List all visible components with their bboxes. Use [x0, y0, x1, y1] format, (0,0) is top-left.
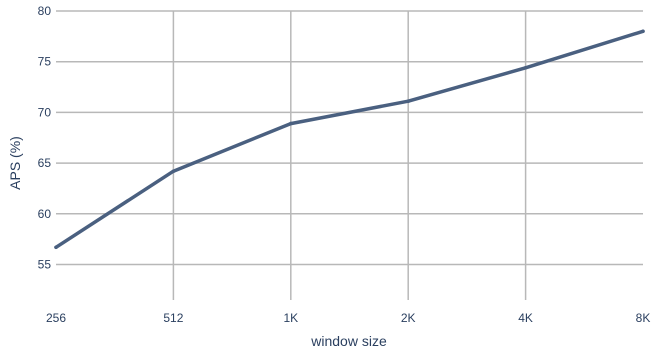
x-tick-labels: 256 512 1K 2K 4K 8K — [46, 311, 650, 325]
x-tick-label: 512 — [163, 311, 183, 325]
y-tick-labels: 55 60 65 70 75 80 — [38, 4, 52, 272]
x-gridlines — [172, 11, 527, 300]
y-tick-label: 65 — [38, 156, 52, 170]
data-point — [289, 121, 293, 126]
data-point — [523, 66, 528, 70]
x-tick-label: 1K — [283, 311, 298, 325]
x-tick-label: 256 — [46, 311, 66, 325]
x-axis-title: window size — [310, 333, 387, 347]
y-gridlines — [56, 10, 643, 266]
data-point — [171, 169, 176, 173]
series-line — [54, 29, 645, 250]
series-group — [54, 29, 645, 250]
y-tick-label: 80 — [38, 4, 52, 18]
x-tick-label: 4K — [518, 311, 533, 325]
y-axis-title: APS (%) — [7, 136, 23, 190]
data-point — [54, 245, 58, 250]
x-tick-label: 2K — [401, 311, 416, 325]
y-tick-label: 55 — [38, 258, 52, 272]
y-tick-label: 60 — [38, 207, 52, 221]
x-tick-label: 8K — [636, 311, 651, 325]
y-tick-label: 75 — [38, 55, 52, 69]
data-point — [641, 29, 645, 34]
y-tick-label: 70 — [38, 105, 52, 119]
data-point — [406, 99, 410, 103]
